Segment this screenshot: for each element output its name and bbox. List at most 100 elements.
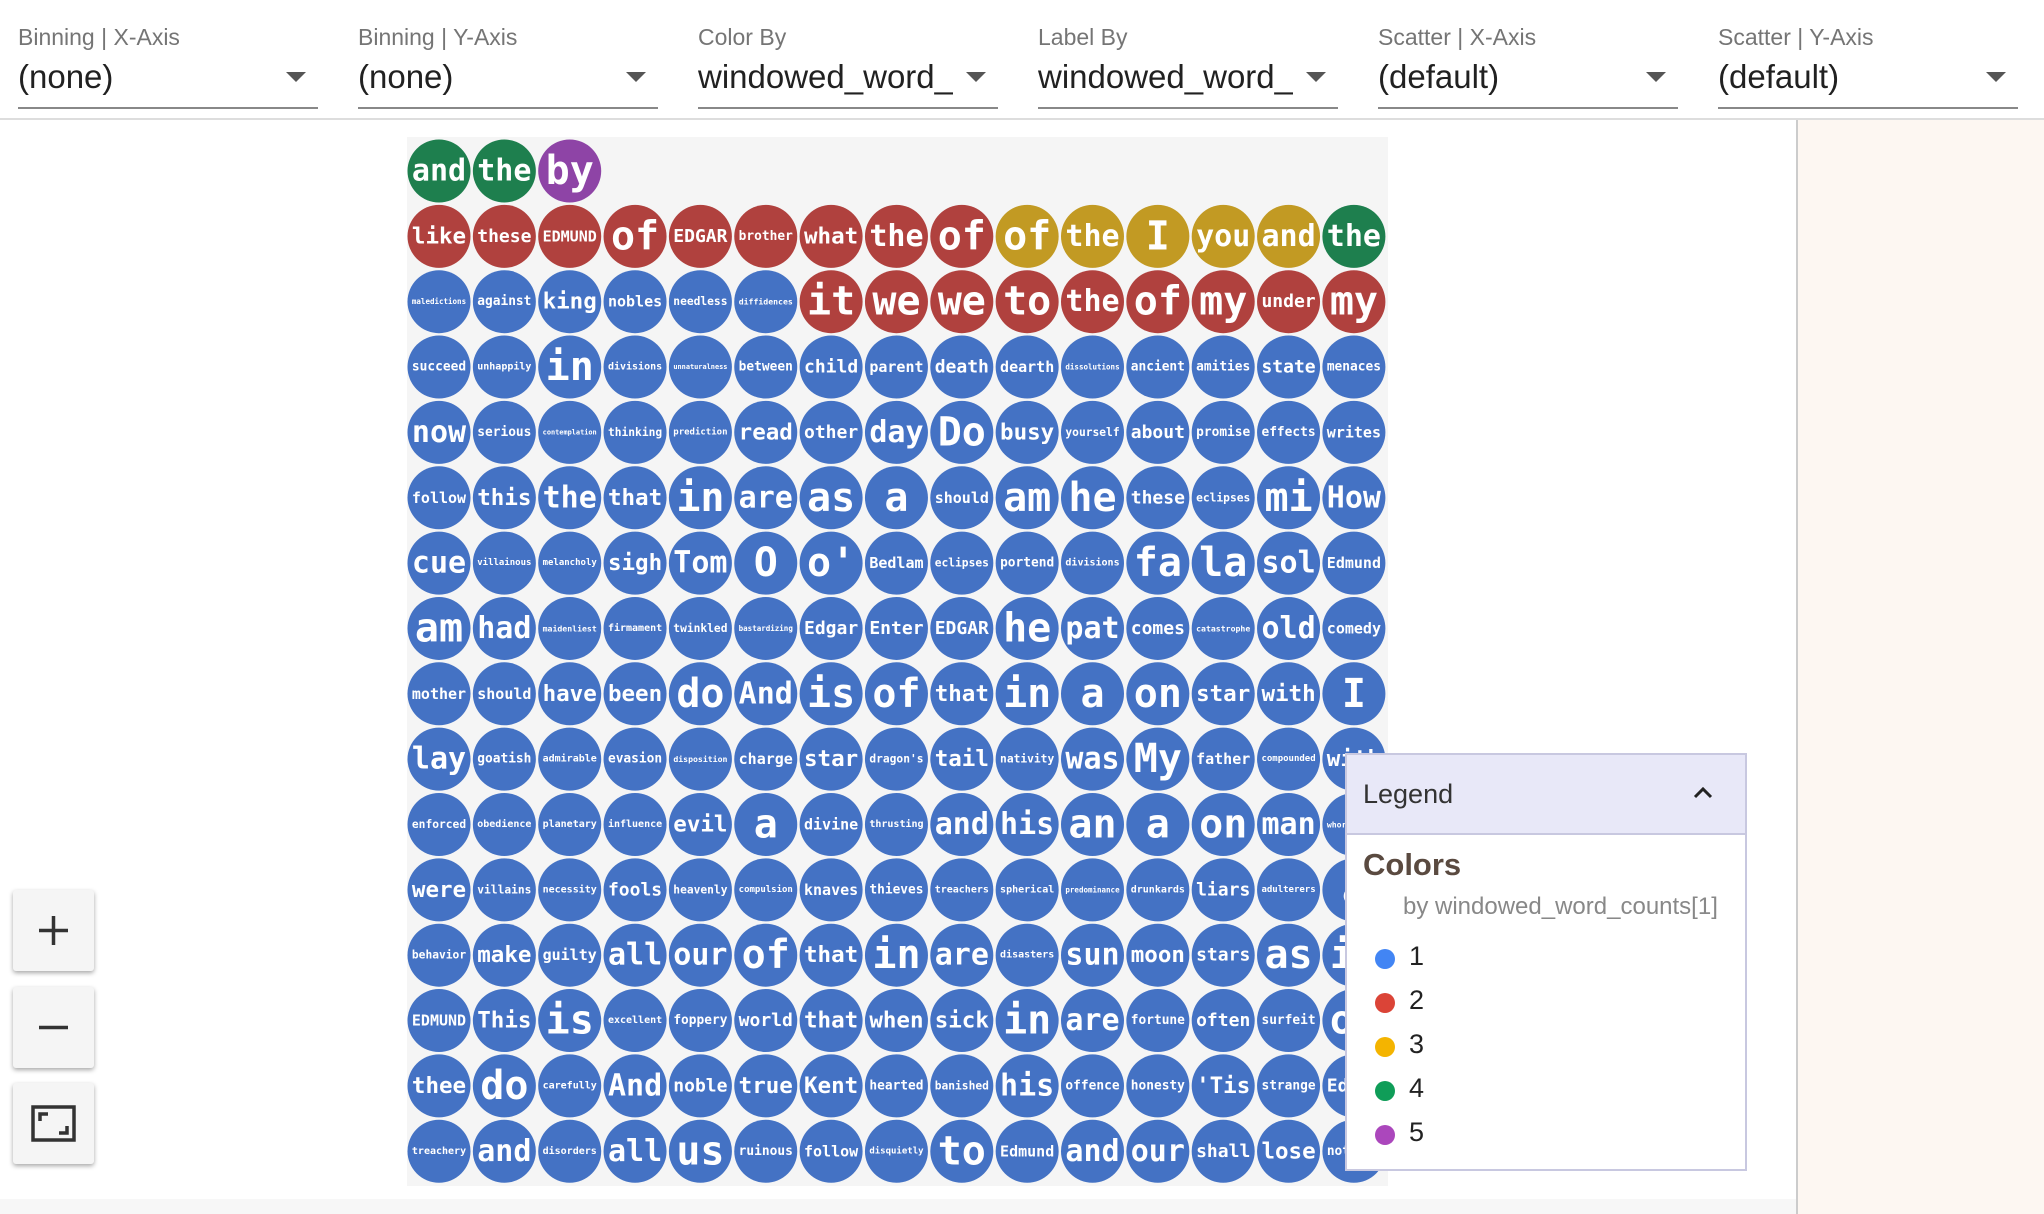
dropdown-arrow [1646, 72, 1666, 82]
dropdown[interactable]: Color By windowed_word_counts[1] [698, 0, 998, 110]
word-label: the [1065, 284, 1119, 319]
arrow [1306, 72, 1326, 82]
word-circle [603, 1119, 667, 1183]
word-circle [1126, 989, 1190, 1053]
word-label: contemplation [543, 428, 597, 436]
word-label: thinking [608, 426, 662, 439]
word-circle [407, 139, 471, 203]
word-circle [1191, 1119, 1255, 1183]
dropdown-label: Binning | X-Axis [18, 24, 180, 50]
word-circle [472, 727, 536, 791]
word-circle [1061, 1054, 1124, 1118]
word-label: divisions [1065, 557, 1119, 569]
toolbar: Binning | X-Axis (none) Binning | Y-Axis (n… [0, 0, 2044, 120]
word-label: in [676, 475, 724, 521]
legend-header[interactable]: Legend [1347, 755, 1745, 835]
word-label: parent [869, 358, 923, 376]
word-circle [668, 989, 732, 1053]
word-label: compulsion [739, 884, 793, 895]
word-circle [1126, 531, 1190, 595]
word-label: star [804, 746, 858, 772]
word-circle [407, 727, 471, 791]
word-label: comes [1131, 618, 1185, 639]
dropdown[interactable]: Scatter | X-Axis (default) [1378, 0, 1678, 110]
word-circle [1257, 923, 1321, 987]
word-label: drunkards [1131, 884, 1185, 895]
word-circle [1322, 204, 1386, 268]
zoom-in-button[interactable] [13, 890, 94, 971]
word-label: O [754, 540, 778, 586]
word-label: behavior [412, 949, 466, 962]
word-circle [603, 531, 667, 595]
word-label: when [869, 1008, 923, 1034]
dropdown-value: (default) [1378, 58, 1500, 95]
word-label: diffidences [739, 297, 793, 307]
word-circle [995, 400, 1059, 464]
word-label: needless [673, 295, 727, 308]
dropdown-arrow [1986, 72, 2006, 82]
dropdown[interactable]: Binning | Y-Axis (none) [358, 0, 658, 110]
word-label: divine [804, 816, 858, 834]
zoom-out-button[interactable] [13, 987, 94, 1068]
word-circle [1126, 335, 1190, 399]
word-label: fools [608, 879, 662, 900]
dropdown[interactable]: Binning | X-Axis (none) [18, 0, 318, 110]
word-label: father [1196, 750, 1250, 768]
fit-button[interactable] [13, 1083, 94, 1164]
word-circle [1126, 1119, 1190, 1183]
word-circle [995, 662, 1059, 726]
word-label: old [1261, 611, 1315, 646]
legend-subtitle: by windowed_word_counts[1] [1403, 893, 1718, 920]
word-label: am [415, 605, 463, 651]
word-label: admirable [543, 753, 597, 765]
word-circle [472, 858, 536, 922]
word-circle [1061, 531, 1124, 595]
word-circle [930, 204, 994, 268]
word-circle [603, 989, 667, 1053]
dropdown[interactable]: Scatter | Y-Axis (default) [1718, 0, 2018, 110]
word-circle [472, 1054, 536, 1118]
word-label: are [1065, 1003, 1119, 1038]
word-label: firmament [608, 622, 662, 634]
word-label: should [935, 489, 989, 507]
word-label: my [1330, 279, 1378, 325]
word-circle [734, 1054, 798, 1118]
word-circle [668, 1119, 732, 1183]
word-circle [472, 139, 536, 203]
word-circle [538, 596, 602, 660]
word-circle [668, 270, 732, 334]
word-circle [1126, 400, 1190, 464]
word-label: lose [1261, 1138, 1315, 1164]
word-label: with [1261, 681, 1315, 707]
word-circle [930, 793, 994, 856]
word-circle [799, 793, 863, 856]
word-label: world [739, 1010, 793, 1031]
word-label: a [884, 475, 908, 521]
dropdown-value: windowed_word_counts[0] [1038, 58, 1293, 95]
word-label: thieves [869, 882, 923, 897]
word-label: liars [1196, 879, 1250, 900]
word-label: what [804, 223, 858, 249]
dropdown-underline [1038, 107, 1338, 109]
word-circle [407, 531, 471, 595]
arrow [626, 72, 646, 82]
legend-title: Legend [1363, 779, 1454, 809]
word-circle [1061, 204, 1124, 268]
word-circle [407, 662, 471, 726]
word-label: other [804, 422, 858, 443]
word-label: effects [1261, 425, 1315, 440]
word-circle [1126, 923, 1190, 987]
word-label: often [1196, 1010, 1250, 1031]
word-circle [864, 335, 928, 399]
word-circle [930, 466, 994, 530]
word-label: lay [412, 742, 466, 777]
word-circle [1322, 270, 1386, 334]
dropdown-label: Label By [1038, 24, 1128, 50]
word-label: unnaturalness [673, 363, 727, 371]
word-label: surfeit [1261, 1013, 1315, 1028]
word-label: evasion [608, 752, 662, 767]
dropdown[interactable]: Label By windowed_word_counts[0] [1038, 0, 1338, 110]
word-circle [668, 662, 732, 726]
word-label: This [477, 1008, 531, 1034]
word-circle [734, 531, 798, 595]
